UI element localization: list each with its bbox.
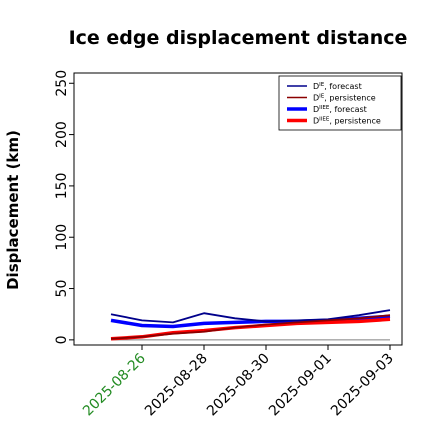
legend-entry: DIIEE, forecast [313,105,367,114]
y-tick-label: 250 [54,70,70,97]
x-tick-label: 2025-09-03 [328,351,397,420]
y-tick-label: 150 [54,173,70,200]
x-tick-label: 2025-08-30 [204,351,273,420]
series-line-1 [110,309,391,324]
legend-entry: DIIEE, persistence [313,117,381,126]
legend: DIE, forecast DIE, persistence DIIEE, fore… [278,75,402,131]
x-tick-label: 2025-08-28 [142,351,211,420]
chart-title: Ice edge displacement distance [69,27,408,49]
y-tick-label: 0 [54,335,70,344]
plot-area: 0501001502002502025-08-262025-08-282025-… [54,70,403,420]
legend-entry: DIE, persistence [313,94,376,103]
x-tick-label: 2025-09-01 [266,351,335,420]
series-line-2 [110,314,391,340]
x-tick-label: 2025-08-26 [80,350,149,419]
legend-entry: DIE, forecast [313,82,362,91]
y-axis-label: Displacement (km) [4,130,22,290]
y-tick-label: 50 [54,280,70,298]
plot-frame [73,72,403,346]
y-tick-label: 200 [54,121,70,148]
y-tick-label: 100 [54,224,70,251]
